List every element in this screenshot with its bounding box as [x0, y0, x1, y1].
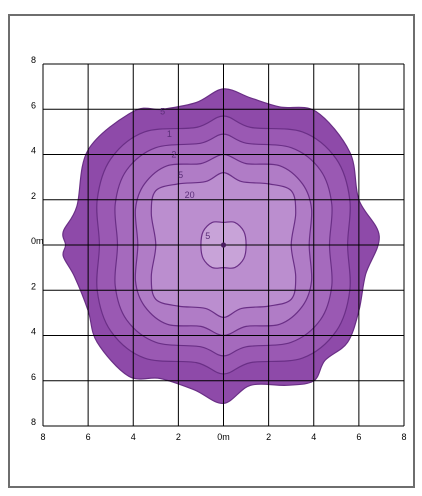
x-tick-label: 2: [266, 432, 271, 442]
x-tick-label: 6: [356, 432, 361, 442]
y-tick-label: 8: [31, 417, 36, 427]
contour-fills: [62, 88, 380, 405]
y-tick-label: 0m: [31, 236, 44, 246]
contour-label: 2: [171, 150, 176, 160]
contour-label: 5: [160, 107, 165, 117]
x-tick-label: 6: [86, 432, 91, 442]
source-point: [220, 242, 227, 248]
contour-label: 5: [205, 231, 210, 241]
contour-label: 1: [167, 129, 172, 139]
x-tick-label: 2: [176, 432, 181, 442]
x-tick-label: 4: [131, 432, 136, 442]
contour-label: 5: [178, 170, 183, 180]
y-tick-label: 2: [31, 191, 36, 201]
x-tick-label: 8: [40, 432, 45, 442]
contour-label: 20: [185, 190, 195, 200]
y-tick-label: 6: [31, 372, 36, 382]
y-tick-label: 4: [31, 327, 36, 337]
y-tick-label: 2: [31, 281, 36, 291]
x-tick-label: 8: [401, 432, 406, 442]
y-tick-label: 6: [31, 100, 36, 110]
x-tick-label: 4: [311, 432, 316, 442]
y-tick-label: 8: [31, 55, 36, 65]
grid: [42, 63, 405, 427]
x-tick-label: 0m: [217, 432, 230, 442]
y-tick-label: 4: [31, 146, 36, 156]
